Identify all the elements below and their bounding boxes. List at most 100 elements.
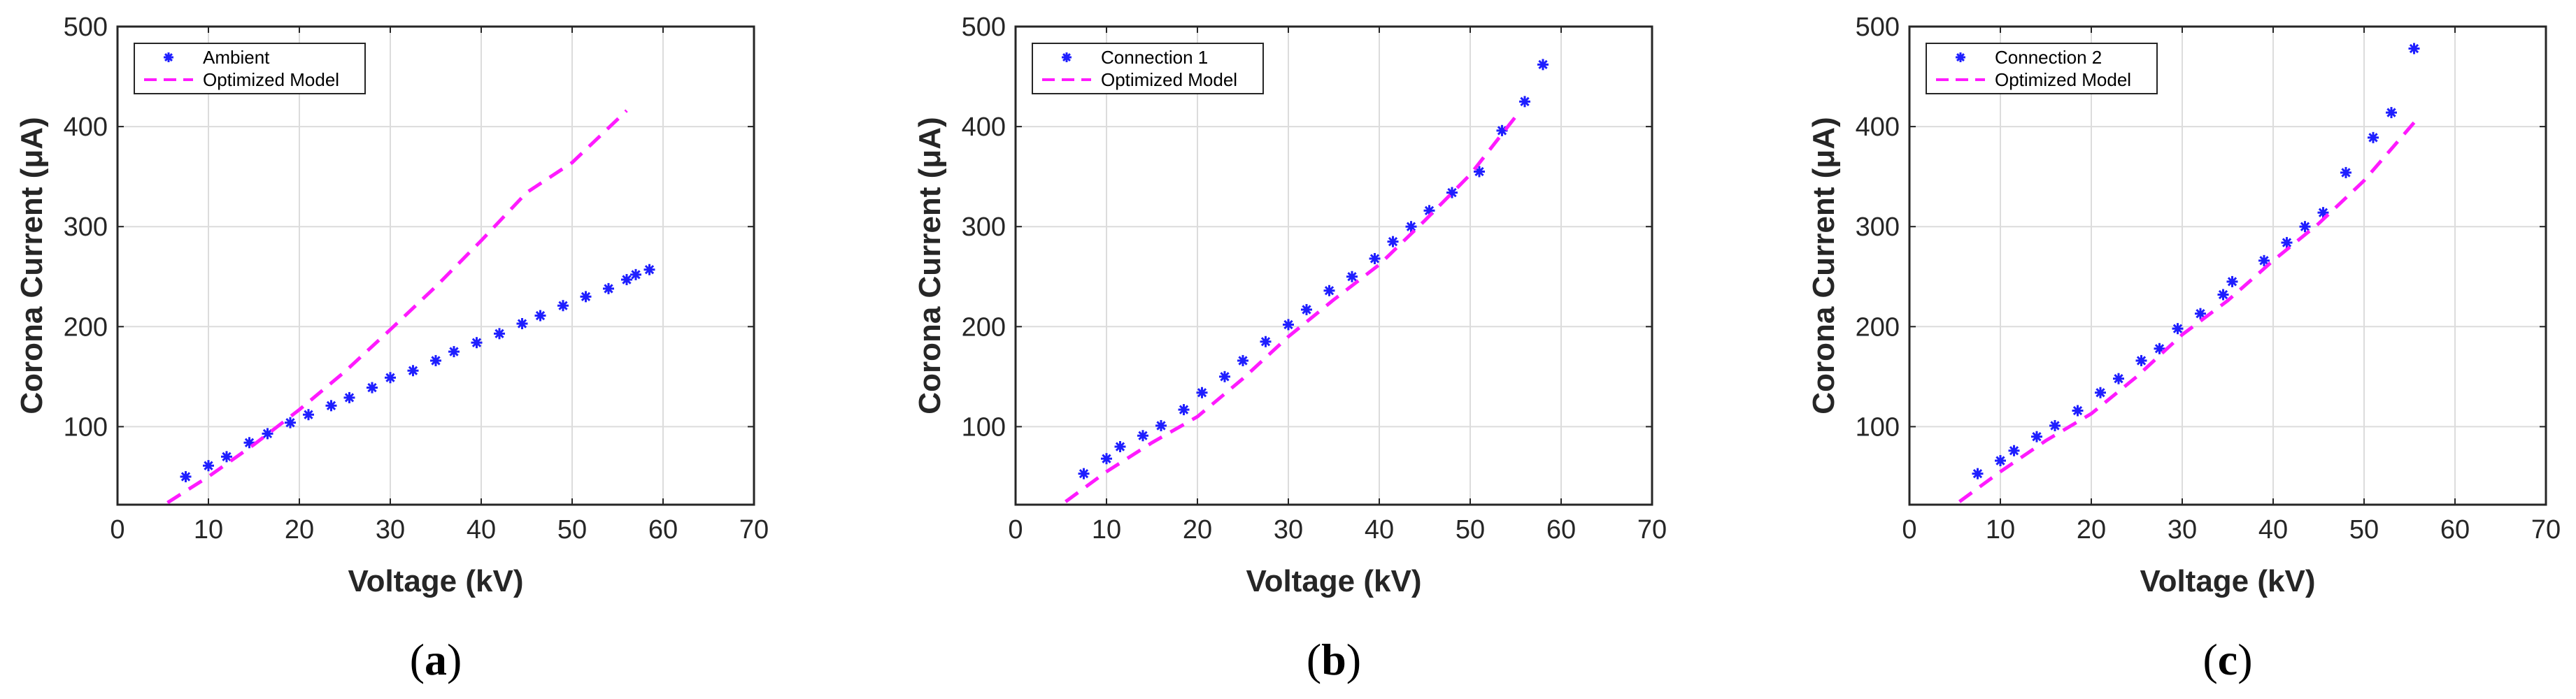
data-point xyxy=(1114,441,1126,453)
star-stroke xyxy=(1138,431,1148,440)
star-stroke xyxy=(1062,53,1071,62)
data-point xyxy=(325,400,337,412)
legend-label: Connection 1 xyxy=(1101,47,1208,68)
star-stroke xyxy=(2318,208,2328,217)
x-tick-label: 0 xyxy=(110,515,124,545)
caption-close-paren: ) xyxy=(447,635,462,684)
x-tick-label: 60 xyxy=(648,515,678,545)
panel-caption: (b) xyxy=(1307,635,1361,684)
star-stroke xyxy=(558,301,568,310)
x-tick-label: 60 xyxy=(2440,515,2470,545)
data-point xyxy=(343,391,355,403)
star-stroke xyxy=(408,366,418,375)
data-point xyxy=(1972,468,1984,480)
legend-label: Optimized Model xyxy=(1995,69,2131,90)
star-stroke xyxy=(304,410,313,419)
model-curve xyxy=(1065,115,1517,503)
data-point xyxy=(557,300,569,312)
data-point xyxy=(2072,405,2084,417)
data-point xyxy=(2226,275,2238,287)
data-point xyxy=(1346,271,1358,282)
star-stroke xyxy=(1956,53,1965,62)
star-stroke xyxy=(449,347,459,356)
star-stroke xyxy=(2009,446,2019,456)
x-axis-label: Voltage (kV) xyxy=(1246,564,1421,598)
x-tick-label: 20 xyxy=(285,515,314,545)
star-stroke xyxy=(1197,388,1207,398)
data-point xyxy=(1155,419,1167,431)
data-point xyxy=(1387,236,1399,247)
data-point xyxy=(516,317,528,329)
star-stroke xyxy=(581,291,591,302)
star-stroke xyxy=(2368,133,2378,143)
star-stroke xyxy=(204,461,213,470)
legend-box xyxy=(134,43,366,94)
star-stroke xyxy=(2136,356,2147,366)
star-stroke xyxy=(1388,236,1398,247)
x-tick-label: 10 xyxy=(1092,515,1121,545)
star-stroke xyxy=(2072,405,2083,416)
caption-letter: a xyxy=(425,635,447,684)
y-tick-label: 200 xyxy=(1856,312,1900,342)
data-point xyxy=(1078,468,1090,480)
star-stroke xyxy=(1424,206,1435,215)
star-stroke xyxy=(1302,305,1311,315)
legend-label: Optimized Model xyxy=(203,69,339,90)
data-point xyxy=(1301,303,1312,315)
data-point xyxy=(1137,430,1148,442)
data-point xyxy=(180,470,192,482)
x-tick-label: 0 xyxy=(1902,515,1916,545)
star-stroke xyxy=(1220,372,1230,382)
star-stroke xyxy=(631,270,641,280)
y-tick-label: 200 xyxy=(64,312,108,342)
data-point xyxy=(2135,354,2147,366)
legend-label: Optimized Model xyxy=(1101,69,1237,90)
star-stroke xyxy=(1347,272,1357,282)
star-stroke xyxy=(622,275,632,284)
star-stroke xyxy=(2300,222,2310,231)
data-point xyxy=(2340,166,2351,178)
chart-panel-c: 0 10 20 30 40 50 60 70 100 200 300 400 500 Voltage (k… xyxy=(1807,13,2561,684)
data-point xyxy=(221,451,232,463)
axes-frame xyxy=(116,25,755,506)
x-tick-label: 70 xyxy=(1637,515,1667,545)
plot-area xyxy=(1958,43,2420,503)
star-stroke xyxy=(535,310,546,321)
star-stroke xyxy=(1406,222,1416,231)
star-stroke xyxy=(1972,468,1983,479)
star-stroke xyxy=(2282,238,2292,247)
star-stroke xyxy=(367,382,377,393)
x-tick-label: 60 xyxy=(1546,515,1576,545)
star-stroke xyxy=(1179,405,1189,415)
x-tick-label: 50 xyxy=(2349,515,2379,545)
x-tick-label: 40 xyxy=(1365,515,1394,545)
plot-area xyxy=(166,109,655,505)
data-point xyxy=(430,354,441,366)
data-point xyxy=(2095,387,2106,398)
data-point xyxy=(1283,319,1294,331)
y-tick-label: 300 xyxy=(64,212,108,242)
data-point xyxy=(367,382,378,394)
legend-marker-swatch xyxy=(164,52,173,62)
x-axis-label: Voltage (kV) xyxy=(348,564,523,598)
caption-letter: c xyxy=(2218,635,2237,684)
data-point xyxy=(385,372,396,384)
panel-caption: (a) xyxy=(410,635,462,684)
y-tick-label: 400 xyxy=(962,113,1006,142)
legend-box xyxy=(1032,43,1264,94)
data-point xyxy=(1196,387,1208,398)
star-stroke xyxy=(2409,43,2419,54)
star-stroke xyxy=(1995,456,2005,466)
star-stroke xyxy=(1156,421,1166,431)
data-point xyxy=(2113,373,2124,384)
star-stroke xyxy=(2196,309,2205,319)
panel-caption: (c) xyxy=(2203,635,2252,684)
data-point xyxy=(1537,59,1549,71)
caption-open-paren: ( xyxy=(2203,635,2217,684)
data-point xyxy=(2031,431,2042,442)
star-stroke xyxy=(2154,344,2165,354)
